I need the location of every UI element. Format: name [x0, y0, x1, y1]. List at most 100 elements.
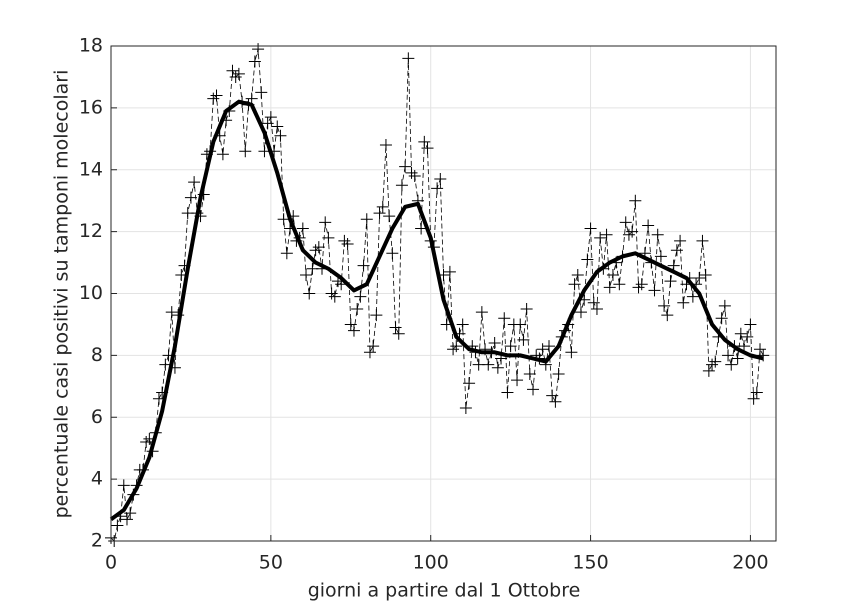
- plus-marker: [312, 241, 325, 254]
- plus-marker: [431, 182, 444, 195]
- x-tick-label: 200: [732, 552, 768, 574]
- plus-marker: [328, 290, 341, 303]
- plus-marker: [392, 327, 405, 340]
- plus-marker: [408, 169, 421, 182]
- plus-marker: [120, 513, 133, 526]
- plus-marker: [674, 234, 687, 247]
- plus-marker: [252, 43, 265, 56]
- plus-marker: [456, 318, 469, 331]
- plus-marker: [360, 213, 373, 226]
- plus-marker: [757, 349, 770, 362]
- plus-marker: [574, 306, 587, 319]
- plus-marker: [341, 238, 354, 250]
- plus-marker: [606, 268, 619, 281]
- x-tick-label: 0: [105, 552, 117, 574]
- plus-marker: [443, 265, 456, 278]
- y-tick-label: 4: [91, 468, 103, 490]
- plus-marker: [309, 244, 322, 257]
- plus-marker: [210, 89, 223, 102]
- y-tick-label: 16: [79, 96, 103, 118]
- plus-marker: [261, 117, 274, 130]
- plus-marker: [459, 401, 472, 414]
- plus-marker: [527, 383, 540, 396]
- plus-marker: [661, 309, 674, 322]
- plus-marker: [654, 250, 667, 263]
- plus-marker: [648, 284, 661, 297]
- plus-marker: [264, 111, 277, 124]
- x-tick-label: 150: [572, 552, 608, 574]
- plus-marker: [245, 92, 258, 105]
- plus-marker: [677, 296, 690, 309]
- plus-marker: [587, 296, 600, 309]
- plus-marker: [450, 340, 463, 353]
- plus-marker: [338, 234, 351, 247]
- plus-marker: [718, 299, 731, 312]
- plus-marker: [386, 247, 399, 260]
- plus-marker: [699, 268, 712, 281]
- plus-marker: [239, 145, 252, 158]
- plus-marker: [344, 318, 357, 331]
- plus-marker: [619, 216, 632, 229]
- plus-marker: [216, 148, 229, 161]
- plus-marker: [405, 166, 418, 179]
- plus-marker: [319, 216, 332, 229]
- plus-marker: [232, 67, 245, 80]
- plus-marker: [504, 340, 517, 353]
- plus-marker: [552, 367, 565, 380]
- y-tick-label: 12: [79, 220, 103, 242]
- plus-marker: [491, 361, 504, 374]
- plus-marker: [111, 519, 124, 532]
- plus-marker: [354, 290, 367, 303]
- plus-marker: [482, 358, 495, 371]
- plus-marker: [370, 309, 383, 322]
- plus-marker: [642, 219, 655, 232]
- plus-marker: [165, 306, 178, 319]
- plot-frame: [110, 45, 777, 542]
- plus-marker: [722, 349, 735, 362]
- plus-marker: [277, 213, 290, 226]
- plus-marker: [300, 268, 313, 281]
- plus-marker: [693, 272, 706, 285]
- plus-marker: [229, 70, 242, 83]
- plus-marker: [696, 234, 709, 247]
- plus-marker: [613, 278, 626, 291]
- plus-marker: [523, 367, 536, 380]
- plus-marker: [725, 358, 738, 371]
- plus-marker: [379, 139, 392, 151]
- plus-marker: [568, 278, 581, 291]
- x-axis-label: giorni a partire dal 1 Ottobre: [308, 580, 581, 602]
- plus-marker: [207, 92, 220, 105]
- plus-marker: [188, 176, 201, 189]
- plus-marker: [584, 222, 597, 235]
- plus-marker: [357, 259, 370, 272]
- x-tick-label: 100: [413, 552, 449, 574]
- plus-marker: [754, 343, 767, 356]
- y-tick-label: 2: [91, 530, 103, 552]
- plus-marker: [463, 377, 476, 390]
- plus-marker: [702, 364, 715, 377]
- plus-marker: [670, 244, 683, 257]
- plus-marker: [501, 386, 514, 399]
- y-tick-label: 10: [79, 282, 103, 304]
- y-axis-label: percentuale casi positivi su tamponi mol…: [51, 70, 73, 519]
- plus-marker: [520, 302, 533, 315]
- plus-marker: [750, 386, 763, 399]
- plus-marker: [226, 64, 239, 77]
- plus-marker: [124, 507, 137, 520]
- plus-marker: [511, 374, 524, 387]
- plus-marker: [594, 231, 607, 244]
- plus-marker: [546, 389, 559, 402]
- plus-marker: [734, 327, 747, 340]
- plus-marker: [255, 86, 268, 99]
- plus-marker: [117, 479, 130, 492]
- plus-marker: [715, 312, 728, 325]
- y-tick-label: 8: [91, 344, 103, 366]
- plus-marker: [571, 268, 584, 281]
- plus-marker: [418, 135, 431, 148]
- y-tick-label: 14: [79, 158, 103, 180]
- plus-marker: [325, 287, 338, 300]
- plus-marker: [632, 281, 645, 294]
- plus-marker: [565, 346, 578, 359]
- plus-marker: [747, 392, 760, 405]
